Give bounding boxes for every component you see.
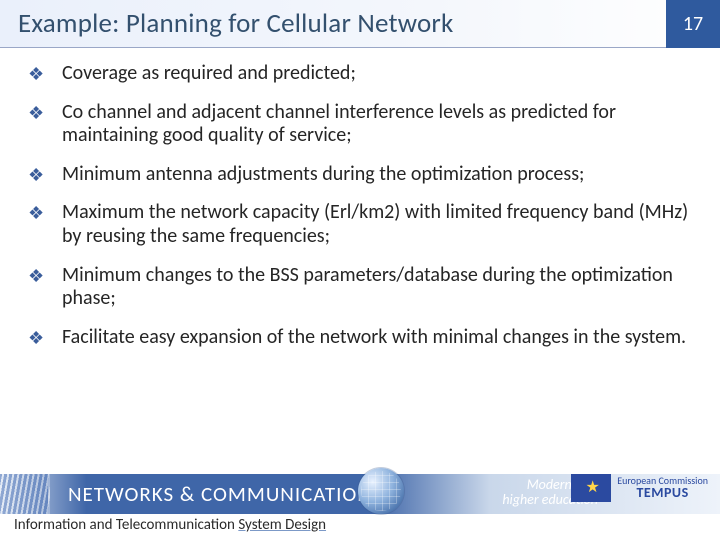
subcaption-underlined: System Design [238, 516, 326, 534]
diamond-bullet-icon: ❖ [28, 264, 62, 287]
slide-body: ❖ Coverage as required and predicted; ❖ … [0, 48, 720, 470]
diamond-bullet-icon: ❖ [28, 326, 62, 349]
page-number-badge: 17 [666, 0, 720, 48]
bullet-text: Facilitate easy expansion of the network… [62, 326, 692, 350]
eu-tempus-block: ★ European Commission TEMPUS [571, 474, 708, 502]
band-stripes-icon [0, 474, 62, 514]
list-item: ❖ Facilitate easy expansion of the netwo… [28, 326, 692, 350]
bullet-text: Coverage as required and predicted; [62, 62, 692, 86]
slide-footer: NETWORKS & COMMUNICATIONS Modernising hi… [0, 470, 720, 540]
list-item: ❖ Minimum changes to the BSS parameters/… [28, 264, 692, 311]
bullet-list: ❖ Coverage as required and predicted; ❖ … [28, 62, 692, 349]
diamond-bullet-icon: ❖ [28, 201, 62, 224]
list-item: ❖ Minimum antenna adjustments during the… [28, 163, 692, 187]
eu-flag-icon: ★ [571, 474, 611, 502]
bullet-text: Maximum the network capacity (Erl/km2) w… [62, 201, 692, 248]
footer-subcaption: Information and Telecommunication System… [14, 516, 326, 534]
list-item: ❖ Coverage as required and predicted; [28, 62, 692, 86]
slide-header: Example: Planning for Cellular Network 1… [0, 0, 720, 48]
tempus-label: European Commission TEMPUS [617, 476, 708, 500]
list-item: ❖ Maximum the network capacity (Erl/km2)… [28, 201, 692, 248]
diamond-bullet-icon: ❖ [28, 62, 62, 85]
globe-icon [358, 468, 404, 514]
list-item: ❖ Co channel and adjacent channel interf… [28, 101, 692, 148]
subcaption-prefix: Information and Telecommunication [14, 516, 238, 534]
diamond-bullet-icon: ❖ [28, 163, 62, 186]
slide: Example: Planning for Cellular Network 1… [0, 0, 720, 540]
slide-title: Example: Planning for Cellular Network [0, 7, 666, 40]
bullet-text: Minimum changes to the BSS parameters/da… [62, 264, 692, 311]
bullet-text: Minimum antenna adjustments during the o… [62, 163, 692, 187]
bullet-text: Co channel and adjacent channel interfer… [62, 101, 692, 148]
footer-band-title: NETWORKS & COMMUNICATIONS [62, 481, 383, 507]
diamond-bullet-icon: ❖ [28, 101, 62, 124]
tempus-main: TEMPUS [617, 486, 708, 500]
